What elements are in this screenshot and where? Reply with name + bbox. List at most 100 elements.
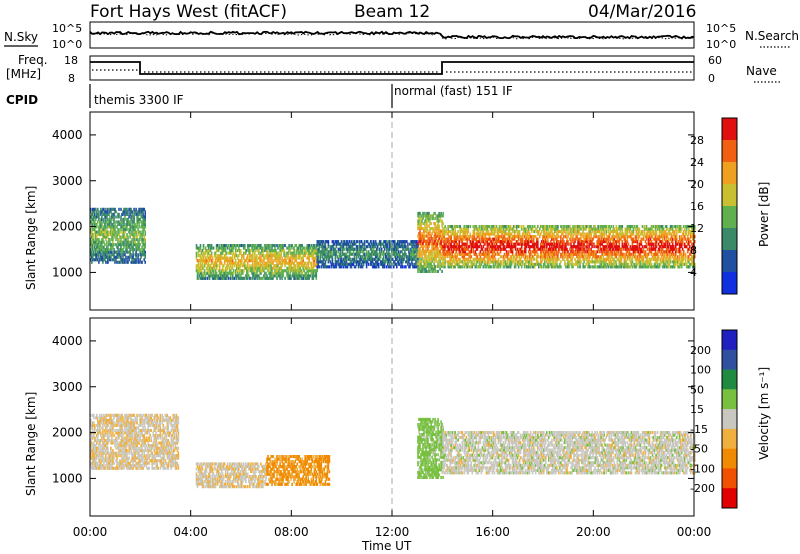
heatmap-cell bbox=[317, 265, 320, 269]
heatmap-cell bbox=[463, 252, 466, 256]
heatmap-cell bbox=[307, 261, 309, 265]
heatmap-cell bbox=[613, 250, 616, 254]
heatmap-cell bbox=[425, 234, 427, 238]
heatmap-cell bbox=[580, 237, 582, 241]
heatmap-cell bbox=[280, 264, 282, 268]
heatmap-cell bbox=[543, 225, 545, 229]
heatmap-cell bbox=[466, 230, 469, 234]
heatmap-cell bbox=[603, 232, 605, 236]
heatmap-cell bbox=[421, 214, 423, 218]
heatmap-cell bbox=[390, 260, 392, 264]
heatmap-cell bbox=[256, 256, 258, 260]
heatmap-cell bbox=[251, 264, 253, 268]
heatmap-cell bbox=[143, 217, 145, 221]
heatmap-cell bbox=[568, 230, 570, 234]
heatmap-cell bbox=[257, 274, 259, 278]
heatmap-cell bbox=[426, 269, 428, 273]
heatmap-cell bbox=[545, 227, 547, 231]
heatmap-cell bbox=[592, 265, 594, 269]
heatmap-cell bbox=[128, 245, 130, 249]
heatmap-cell bbox=[341, 247, 344, 251]
heatmap-cell bbox=[292, 251, 294, 255]
heatmap-cell bbox=[124, 212, 126, 216]
heatmap-cell bbox=[101, 217, 103, 221]
heatmap-cell bbox=[596, 265, 598, 269]
heatmap-cell bbox=[224, 276, 227, 280]
heatmap-cell bbox=[437, 222, 439, 226]
heatmap-cell bbox=[517, 230, 520, 234]
heatmap-cell bbox=[448, 240, 450, 244]
heatmap-cell bbox=[436, 227, 438, 231]
heatmap-cell bbox=[225, 274, 228, 278]
heatmap-cell bbox=[123, 253, 125, 257]
heatmap-cell bbox=[589, 232, 591, 236]
heatmap-cell bbox=[333, 265, 336, 269]
heatmap-cell bbox=[487, 260, 490, 264]
heatmap-cell bbox=[542, 237, 544, 241]
heatmap-cell bbox=[582, 227, 584, 231]
heatmap-cell bbox=[438, 237, 440, 241]
heatmap-cell bbox=[524, 260, 527, 264]
heatmap-cell bbox=[128, 220, 130, 224]
heatmap-cell bbox=[92, 210, 94, 214]
heatmap-cell bbox=[604, 252, 606, 256]
heatmap-cell bbox=[414, 245, 416, 249]
heatmap-cell bbox=[203, 271, 206, 275]
heatmap-cell bbox=[618, 227, 621, 231]
heatmap-cell bbox=[252, 261, 254, 265]
heatmap-cell bbox=[531, 250, 534, 254]
heatmap-cell bbox=[341, 242, 344, 246]
heatmap-cell bbox=[99, 233, 101, 237]
heatmap-cell bbox=[448, 252, 450, 256]
heatmap-cell bbox=[549, 245, 551, 249]
heatmap-cell bbox=[498, 262, 501, 266]
heatmap-cell bbox=[500, 262, 503, 266]
heatmap-cell bbox=[507, 257, 510, 261]
heatmap-cell bbox=[553, 252, 555, 256]
heatmap-cell bbox=[437, 214, 439, 218]
heatmap-cell bbox=[375, 242, 378, 246]
heatmap-cell bbox=[358, 247, 361, 251]
heatmap-cell bbox=[125, 243, 127, 247]
heatmap-cell bbox=[541, 247, 543, 251]
heatmap-cell bbox=[603, 240, 605, 244]
heatmap-cell bbox=[427, 237, 429, 241]
heatmap-cell bbox=[543, 245, 545, 249]
heatmap-cell bbox=[197, 249, 200, 253]
heatmap-cell bbox=[500, 255, 503, 259]
heatmap-cell bbox=[501, 247, 504, 251]
heatmap-cell bbox=[125, 248, 127, 252]
heatmap-cell bbox=[486, 257, 489, 261]
heatmap-cell bbox=[605, 245, 607, 249]
heatmap-cell bbox=[216, 276, 219, 280]
heatmap-cell bbox=[395, 242, 397, 246]
heatmap-cell bbox=[606, 252, 608, 256]
heatmap-cell bbox=[379, 255, 382, 259]
heatmap-cell bbox=[281, 244, 283, 248]
heatmap-cell bbox=[371, 245, 374, 249]
heatmap-cell bbox=[546, 260, 548, 264]
heatmap-cell bbox=[574, 262, 576, 266]
heatmap-cell bbox=[249, 249, 251, 253]
heatmap-cell bbox=[599, 257, 601, 261]
heatmap-cell bbox=[460, 237, 463, 241]
heatmap-cell bbox=[564, 255, 566, 259]
heatmap-cell bbox=[583, 240, 585, 244]
heatmap-cell bbox=[106, 233, 108, 237]
heatmap-cell bbox=[459, 252, 461, 256]
heatmap-cell bbox=[462, 262, 465, 266]
heatmap-cell bbox=[320, 250, 323, 254]
heatmap-cell bbox=[268, 254, 270, 258]
heatmap-cell bbox=[422, 217, 424, 221]
heatmap-cell bbox=[293, 256, 295, 260]
heatmap-cell bbox=[343, 240, 346, 244]
heatmap-cell bbox=[95, 238, 97, 242]
heatmap-cell bbox=[303, 249, 305, 253]
heatmap-cell bbox=[546, 265, 548, 269]
heatmap-cell bbox=[402, 265, 404, 269]
heatmap-cell bbox=[593, 250, 595, 254]
heatmap-cell bbox=[544, 262, 546, 266]
heatmap-cell bbox=[296, 269, 298, 273]
heatmap-cell bbox=[473, 260, 476, 264]
heatmap-cell bbox=[365, 260, 368, 264]
